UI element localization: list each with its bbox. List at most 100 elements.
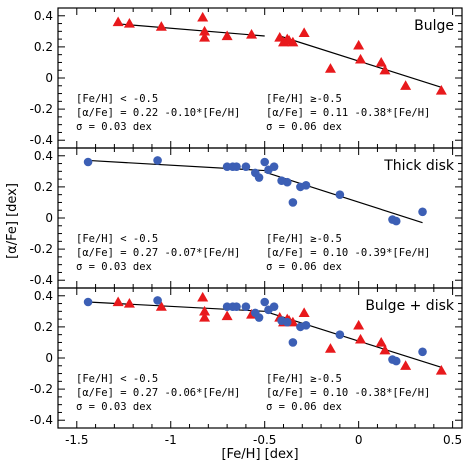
data-point-triangle [379, 344, 391, 355]
panel-title: Thick disk [383, 158, 455, 174]
data-point-triangle [112, 296, 124, 307]
data-point-circle [335, 190, 345, 199]
data-point-triangle [435, 84, 447, 95]
panel-3: 0.4 0.2 0 -0.2 -0.4 -1.5 -1 -0.5 0 0.5 Bulge + dis… [30, 287, 463, 447]
data-point-circle [418, 347, 427, 357]
data-point-triangle [379, 64, 391, 75]
fit-annotation: σ = 0.06 dex [266, 261, 342, 273]
data-point-triangle [355, 53, 367, 64]
y-tick-label: -0.2 [30, 242, 53, 256]
fit-annotation: [α/Fe] = 0.27 -0.07*[Fe/H] [76, 247, 240, 259]
panel-title: Bulge [414, 18, 454, 34]
data-point-triangle [298, 307, 310, 318]
data-point-circle [282, 317, 292, 327]
fit-annotation: [α/Fe] = 0.27 -0.06*[Fe/H] [76, 387, 240, 399]
data-point-triangle [155, 301, 167, 311]
fit-annotation: [α/Fe] = 0.22 -0.10*[Fe/H] [76, 107, 240, 119]
data-point-circle [335, 330, 345, 339]
y-tick-label: 0.4 [34, 289, 53, 303]
data-point-triangle [123, 18, 135, 28]
data-point-circle [83, 157, 93, 167]
data-point-triangle [199, 32, 211, 42]
data-point-triangle [199, 25, 211, 36]
y-tick-label: 0.2 [34, 180, 53, 194]
fit-annotation: σ = 0.06 dex [266, 121, 342, 133]
data-point-triangle [324, 343, 336, 353]
data-point-triangle [400, 360, 412, 370]
y-tick-label: 0.2 [34, 320, 53, 334]
fit-annotation: [Fe/H] ≥-0.5 [266, 233, 342, 245]
x-tick-label: 0.5 [443, 433, 462, 447]
data-point-circle [391, 216, 401, 226]
data-point-triangle [375, 56, 387, 67]
y-tick-label: -0.2 [30, 102, 53, 116]
fit-annotation: [Fe/H] ≥-0.5 [266, 373, 342, 385]
data-point-triangle [112, 16, 124, 27]
fit-annotation: [Fe/H] < -0.5 [76, 233, 158, 245]
data-point-circle [241, 162, 251, 171]
y-tick-label: 0.4 [34, 149, 53, 163]
data-point-triangle [199, 305, 211, 316]
panel-2: 0.4 0.2 0 -0.2 -0.4 Thick disk [Fe/H] < -0.5 [α… [30, 147, 463, 289]
y-tick-label: -0.4 [30, 133, 53, 147]
data-point-triangle [246, 28, 258, 39]
data-point-triangle [221, 30, 233, 41]
fit-annotation: σ = 0.06 dex [266, 401, 342, 413]
panels: 0.4 0.2 0 -0.2 -0.4 Bulge [Fe/H] < -0.5 [α/Fe] … [30, 7, 463, 447]
panel-title: Bulge + disk [365, 298, 455, 314]
data-point-circle [301, 181, 311, 190]
data-point-circle [83, 297, 93, 307]
data-point-circle [153, 156, 162, 165]
y-tick-label: 0.2 [34, 40, 53, 54]
data-point-circle [254, 173, 264, 182]
fit-annotation: σ = 0.03 dex [76, 261, 152, 273]
x-axis-label: [Fe/H] [dex] [221, 447, 298, 462]
data-point-triangle [287, 36, 299, 47]
data-point-triangle [123, 298, 135, 308]
fit-annotation: [Fe/H] < -0.5 [76, 373, 158, 385]
fit-annotation: [Fe/H] < -0.5 [76, 93, 158, 105]
data-point-triangle [355, 333, 367, 344]
data-point-circle [418, 207, 427, 217]
data-point-triangle [435, 364, 447, 375]
data-point-triangle [375, 336, 387, 347]
data-point-triangle [353, 39, 365, 50]
data-point-circle [288, 198, 298, 207]
panel-1: 0.4 0.2 0 -0.2 -0.4 Bulge [Fe/H] < -0.5 [α/Fe] … [30, 7, 463, 149]
fit-annotation: [α/Fe] = 0.10 -0.38*[Fe/H] [266, 387, 430, 399]
y-tick-label: 0.4 [34, 9, 53, 23]
data-point-circle [232, 162, 241, 171]
x-tick-label: -0.5 [253, 433, 276, 447]
data-point-circle [153, 296, 162, 305]
fit-annotation: σ = 0.03 dex [76, 401, 152, 413]
fit-annotation: [Fe/H] ≥-0.5 [266, 93, 342, 105]
data-point-circle [260, 157, 269, 167]
data-point-triangle [155, 21, 167, 31]
y-tick-label: -0.4 [30, 413, 53, 427]
y-tick-label: -0.4 [30, 273, 53, 287]
fit-annotation: [α/Fe] = 0.10 -0.39*[Fe/H] [266, 247, 430, 259]
data-point-triangle [221, 310, 233, 321]
data-point-triangle [324, 63, 336, 73]
data-point-circle [269, 162, 279, 171]
data-point-circle [232, 302, 241, 311]
x-tick-label: -1.5 [65, 433, 88, 447]
data-point-triangle [197, 291, 209, 302]
x-tick-label: -1 [165, 433, 177, 447]
y-axis-label: [α/Fe] [dex] [5, 183, 20, 259]
x-tick-label: 0 [355, 433, 363, 447]
data-point-circle [269, 302, 279, 311]
y-tick-label: -0.2 [30, 382, 53, 396]
data-point-circle [254, 313, 264, 322]
fit-annotation: [α/Fe] = 0.11 -0.38*[Fe/H] [266, 107, 430, 119]
data-point-circle [282, 177, 292, 187]
data-point-circle [288, 338, 298, 347]
data-point-circle [241, 302, 251, 311]
data-point-circle [260, 297, 269, 307]
y-tick-label: 0 [45, 351, 53, 365]
y-tick-label: 0 [45, 211, 53, 225]
data-point-triangle [298, 27, 310, 38]
y-tick-label: 0 [45, 71, 53, 85]
fit-annotation: σ = 0.03 dex [76, 121, 152, 133]
